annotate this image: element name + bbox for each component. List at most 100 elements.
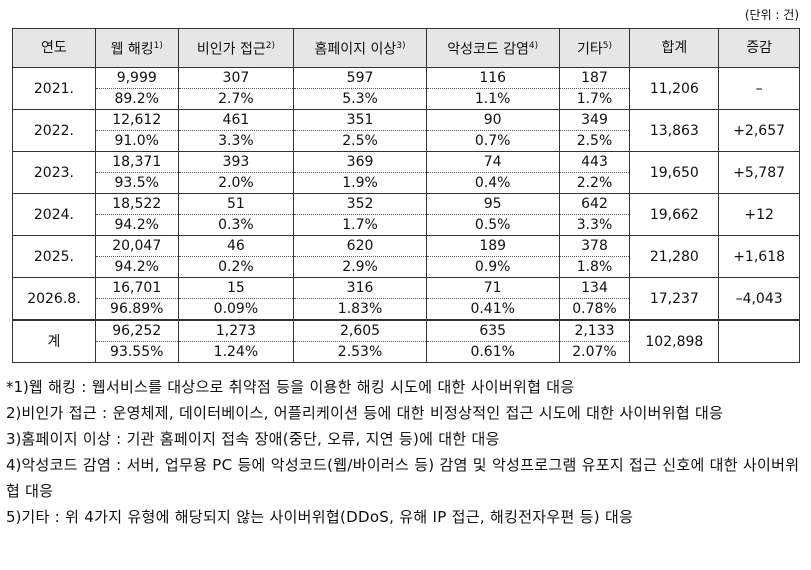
header-text: 비인가 접근	[196, 41, 266, 58]
change-cell: +2,657	[718, 109, 800, 152]
share-cell: 91.0%	[94, 130, 179, 152]
count-cell: 90	[425, 109, 560, 131]
empty-cell	[718, 319, 800, 363]
count-cell: 352	[293, 193, 427, 215]
count-cell: 597	[293, 67, 427, 89]
share-cell: 2.5%	[293, 130, 427, 152]
count-cell: 46	[177, 235, 295, 257]
note: *1)웹 해킹 : 웹서비스를 대상으로 취약점 등을 이용한 해킹 시도에 대…	[6, 374, 806, 400]
count-cell: 307	[177, 67, 295, 89]
note-text: 비인가 접근 : 운영체제, 데이터베이스, 어플리케이션 등에 대한 비정상적…	[21, 404, 724, 422]
count-cell: 620	[293, 235, 427, 257]
header-text: 홈페이지 이상	[314, 41, 397, 58]
row: 계 96,252 1,273 2,605 635 2,133 102,898	[12, 319, 800, 363]
header-cell: 연도	[12, 28, 96, 68]
header-text: 연도	[41, 39, 67, 56]
year-cell: 2024.	[12, 193, 96, 236]
share-cell: 2.53%	[293, 341, 427, 363]
year-cell: 2025.	[12, 235, 96, 278]
note-number: 5)	[6, 508, 22, 526]
count-cell: 18,522	[94, 193, 179, 215]
header-text: 증감	[746, 39, 772, 56]
count-cell: 349	[558, 109, 631, 131]
stats-table: 연도 웹 해킹1) 비인가 접근2) 홈페이지 이상3) 악성코드 감염4) 기타5) 합계…	[12, 28, 800, 363]
header-text: 웹 해킹	[110, 41, 154, 58]
share-cell: 0.3%	[177, 214, 295, 236]
share-cell: 1.7%	[293, 214, 427, 236]
note-number: 4)	[6, 456, 22, 474]
row: 2023. 18,371 393 369 74 443 19,650 +5,787	[12, 151, 800, 194]
header-cell: 홈페이지 이상3)	[293, 28, 427, 68]
share-cell: 0.41%	[425, 298, 560, 321]
note: 2)비인가 접근 : 운영체제, 데이터베이스, 어플리케이션 등에 대한 비정…	[6, 400, 806, 426]
note-text: 홈페이지 이상 : 기관 홈페이지 접속 장애(중단, 오류, 지연 등)에 대…	[21, 430, 500, 448]
row: 2026.8. 16,701 15 316 71 134 17,237 –4,043	[12, 277, 800, 321]
header-cell: 기타5)	[558, 28, 631, 68]
share-cell: 94.2%	[94, 214, 179, 236]
count-cell: 461	[177, 109, 295, 131]
change-cell: +5,787	[718, 151, 800, 194]
header-note: 1)	[153, 40, 163, 51]
share-cell: 89.2%	[94, 88, 179, 110]
share-cell: 2.5%	[558, 130, 631, 152]
header-note: 3)	[396, 40, 406, 51]
share-cell: 0.2%	[177, 256, 295, 278]
note-text: 웹 해킹 : 웹서비스를 대상으로 취약점 등을 이용한 해킹 시도에 대한 사…	[28, 378, 575, 396]
header-text: 기타	[576, 41, 603, 58]
count-cell: 9,999	[94, 67, 179, 89]
header-text: 악성코드 감염	[447, 41, 529, 58]
note: 4)악성코드 감염 : 서버, 업무용 PC 등에 악성코드(웹/바이러스 등)…	[6, 452, 806, 504]
year-cell: 계	[12, 319, 96, 363]
year-cell: 2022.	[12, 109, 96, 152]
row: 94.2% 0.2% 2.9% 0.9% 1.8%	[13, 256, 800, 278]
share-cell: 5.3%	[293, 88, 427, 110]
count-cell: 2,605	[293, 319, 427, 342]
header-cell: 합계	[629, 28, 720, 68]
share-cell: 0.61%	[425, 341, 560, 363]
header-row: 연도 웹 해킹1) 비인가 접근2) 홈페이지 이상3) 악성코드 감염4) 기타5) 합계…	[12, 28, 800, 68]
count-cell: 74	[425, 151, 560, 173]
count-cell: 351	[293, 109, 427, 131]
row: 2022. 12,612 461 351 90 349 13,863 +2,657	[12, 109, 800, 152]
count-cell: 393	[177, 151, 295, 173]
row: 94.2% 0.3% 1.7% 0.5% 3.3%	[13, 214, 800, 236]
total-cell: 19,662	[629, 193, 720, 236]
share-cell: 0.5%	[425, 214, 560, 236]
change-cell: –	[718, 67, 800, 110]
year-cell: 2021.	[12, 67, 96, 110]
share-cell: 0.9%	[425, 256, 560, 278]
count-cell: 642	[558, 193, 631, 215]
count-cell: 187	[558, 67, 631, 89]
row: 2025. 20,047 46 620 189 378 21,280 +1,618	[12, 235, 800, 278]
count-cell: 20,047	[94, 235, 179, 257]
total-cell: 102,898	[629, 319, 720, 363]
header-cell: 웹 해킹1)	[94, 28, 179, 68]
count-cell: 378	[558, 235, 631, 257]
header-cell: 증감	[718, 28, 800, 68]
total-cell: 21,280	[629, 235, 720, 278]
row: 93.55% 1.24% 2.53% 0.61% 2.07%	[13, 341, 800, 363]
share-cell: 0.7%	[425, 130, 560, 152]
header-note: 4)	[528, 40, 539, 51]
share-cell: 3.3%	[558, 214, 631, 236]
count-cell: 369	[293, 151, 427, 173]
share-cell: 94.2%	[94, 256, 179, 278]
notes: *1)웹 해킹 : 웹서비스를 대상으로 취약점 등을 이용한 해킹 시도에 대…	[6, 374, 806, 530]
header-cell: 비인가 접근2)	[177, 28, 295, 68]
count-cell: 51	[177, 193, 295, 215]
count-cell: 134	[558, 277, 631, 299]
share-cell: 96.89%	[94, 298, 179, 321]
share-cell: 0.78%	[558, 298, 631, 321]
count-cell: 95	[425, 193, 560, 215]
share-cell: 93.5%	[94, 172, 179, 194]
count-cell: 635	[425, 319, 560, 342]
total-cell: 11,206	[629, 67, 720, 110]
header-text: 합계	[661, 39, 688, 56]
note: 3)홈페이지 이상 : 기관 홈페이지 접속 장애(중단, 오류, 지연 등)에…	[6, 426, 806, 452]
count-cell: 16,701	[94, 277, 179, 299]
total-cell: 13,863	[629, 109, 720, 152]
header-note: 5)	[602, 40, 612, 51]
count-cell: 116	[425, 67, 560, 89]
share-cell: 93.55%	[94, 341, 179, 363]
